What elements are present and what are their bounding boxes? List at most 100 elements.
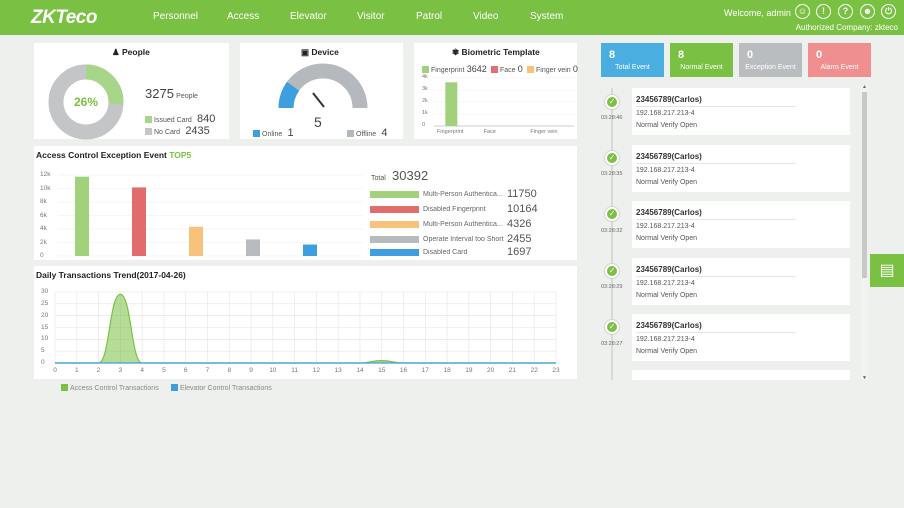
- nav-access[interactable]: Access: [227, 11, 260, 22]
- top-navigation-bar: ZKTeco Personnel Access Elevator Visitor…: [0, 0, 904, 35]
- issued-swatch: [145, 116, 152, 124]
- x-tick-label: 13: [334, 367, 342, 374]
- trend-title: Daily Transactions Trend(2017-04-26): [36, 270, 186, 280]
- exception-bar[interactable]: [75, 176, 89, 256]
- event-record[interactable]: 23456789(Carlos) 192.168.217.213-4 Norma…: [632, 314, 850, 361]
- scrollbar-thumb[interactable]: [862, 92, 867, 278]
- x-tick-label: 11: [291, 367, 298, 374]
- people-title: ♟ People: [112, 47, 150, 58]
- alarm-event-box[interactable]: 0 Alarm Event: [808, 43, 871, 77]
- nav-system[interactable]: System: [530, 11, 564, 22]
- biometric-bar[interactable]: [445, 82, 458, 126]
- nav-video[interactable]: Video: [473, 11, 499, 22]
- nav-elevator[interactable]: Elevator: [290, 11, 327, 22]
- x-tick-label: 22: [530, 367, 538, 374]
- device-count: 5: [314, 114, 322, 130]
- y-tick-label: 4k: [40, 225, 47, 232]
- divider: [636, 332, 796, 333]
- y-tick-label: 12k: [40, 171, 51, 178]
- x-tick-label: 7: [205, 367, 210, 374]
- trend-legend: Access Control Transactions Elevator Con…: [61, 383, 272, 392]
- check-icon: ✓: [605, 320, 619, 334]
- event-time: 03:28:29: [601, 284, 623, 290]
- exception-event-value: 0: [747, 49, 754, 61]
- exception-bar[interactable]: [246, 239, 260, 256]
- access-legend-label[interactable]: Access Control Transactions: [70, 385, 159, 392]
- y-tick-label: 2k: [40, 238, 47, 246]
- issued-value: 840: [196, 113, 216, 125]
- x-tick-label: 14: [356, 367, 364, 374]
- y-tick-label: 0: [40, 252, 44, 259]
- x-tick-label: 19: [465, 367, 473, 374]
- y-tick-label: 20: [41, 311, 49, 319]
- event-device: 192.168.217.213-4: [636, 223, 695, 230]
- nav-patrol[interactable]: Patrol: [416, 11, 443, 22]
- biometric-legend: Fingerprint 3642 Face 0 Finger vein 0: [422, 64, 578, 74]
- divider: [636, 219, 796, 220]
- biometric-title: ✾ Biometric Template: [452, 47, 540, 58]
- trend-card: Daily Transactions Trend(2017-04-26) 30 2…: [34, 266, 577, 379]
- biometric-chart-svg: [434, 77, 574, 127]
- people-total: 3275 People: [145, 86, 198, 101]
- scroll-down-icon[interactable]: ▼: [862, 375, 867, 381]
- scroll-up-icon[interactable]: ▲: [862, 84, 867, 90]
- event-status: Normal Verify Open: [636, 348, 698, 355]
- x-tick-label: 18: [443, 367, 451, 374]
- check-icon: ✓: [605, 207, 619, 221]
- y-tick-label: 0: [422, 122, 426, 128]
- exception-legend-value: 4326: [507, 218, 532, 230]
- alarm-event-label: Alarm Event: [820, 64, 859, 71]
- exception-legend-value: 11750: [507, 188, 537, 200]
- power-icon[interactable]: ⏻: [881, 4, 896, 19]
- donut-issued-arc: [48, 64, 124, 140]
- exception-legend-label: Disabled Fingerprint: [423, 206, 486, 213]
- exception-legend-swatch: [370, 206, 419, 213]
- nav-personnel[interactable]: Personnel: [153, 11, 199, 22]
- event-record[interactable]: 23456789(Carlos) 192.168.217.213-4 Norma…: [632, 88, 850, 135]
- event-record[interactable]: 23456789(Carlos) 192.168.217.213-4 Norma…: [632, 201, 850, 248]
- x-tick-label: 21: [508, 367, 517, 374]
- user-circle-icon[interactable]: ☺: [795, 4, 810, 19]
- x-tick-label: 6: [183, 367, 188, 374]
- exception-legend-value: 2455: [507, 233, 532, 245]
- elevator-legend-label[interactable]: Elevator Control Transactions: [179, 385, 272, 392]
- trend-area-chart: [54, 291, 557, 364]
- event-time: 03:28:27: [601, 341, 623, 347]
- exception-title: Access Control Exception Event TOP5: [36, 150, 191, 160]
- event-time: 03:28:35: [601, 171, 623, 177]
- elevator-swatch: [170, 384, 178, 392]
- x-tick-label: 0: [53, 367, 57, 374]
- exception-bar[interactable]: [189, 226, 203, 256]
- device-title: ▣ Device: [301, 47, 339, 58]
- people-total-value: 3275: [145, 86, 174, 101]
- side-panel-toggle[interactable]: ▤: [870, 254, 904, 287]
- total-event-box[interactable]: 8 Total Event: [601, 43, 664, 77]
- exception-event-box[interactable]: 0 Exception Event: [739, 43, 802, 77]
- exception-bar[interactable]: [132, 187, 146, 256]
- check-icon: ✓: [605, 95, 619, 109]
- person-icon: ♟: [112, 47, 120, 57]
- event-person: 23456789(Carlos): [636, 152, 702, 161]
- exception-bar[interactable]: [303, 244, 317, 256]
- event-status: Normal Verify Open: [636, 292, 698, 299]
- y-tick-label: 10k: [40, 184, 51, 192]
- fingervein-value: 0: [572, 64, 578, 74]
- info-icon[interactable]: !: [816, 4, 831, 19]
- offline-legend: Offline 4: [347, 127, 387, 139]
- x-tick-label: 23: [552, 367, 560, 374]
- help-icon[interactable]: ?: [838, 4, 853, 19]
- account-icon[interactable]: ☻: [860, 4, 875, 19]
- nav-visitor[interactable]: Visitor: [357, 11, 385, 22]
- normal-event-box[interactable]: 8 Normal Event: [670, 43, 733, 77]
- gauge-online-arc: [278, 81, 300, 109]
- fingervein-swatch: [527, 66, 535, 74]
- event-device: 192.168.217.213-4: [636, 167, 695, 174]
- event-record[interactable]: 23456789(Carlos) 192.168.217.213-4 Norma…: [632, 258, 850, 305]
- device-icon: ▣: [301, 47, 310, 57]
- total-event-value: 8: [609, 49, 616, 61]
- event-scrollbar[interactable]: ▲ ▼: [861, 84, 868, 381]
- exception-legend-swatch: [370, 236, 419, 243]
- event-record[interactable]: 23456789(Carlos) 192.168.217.213-4 Norma…: [632, 145, 850, 192]
- zkteco-logo[interactable]: ZKTeco: [31, 7, 97, 28]
- x-tick-label: 4: [140, 367, 144, 374]
